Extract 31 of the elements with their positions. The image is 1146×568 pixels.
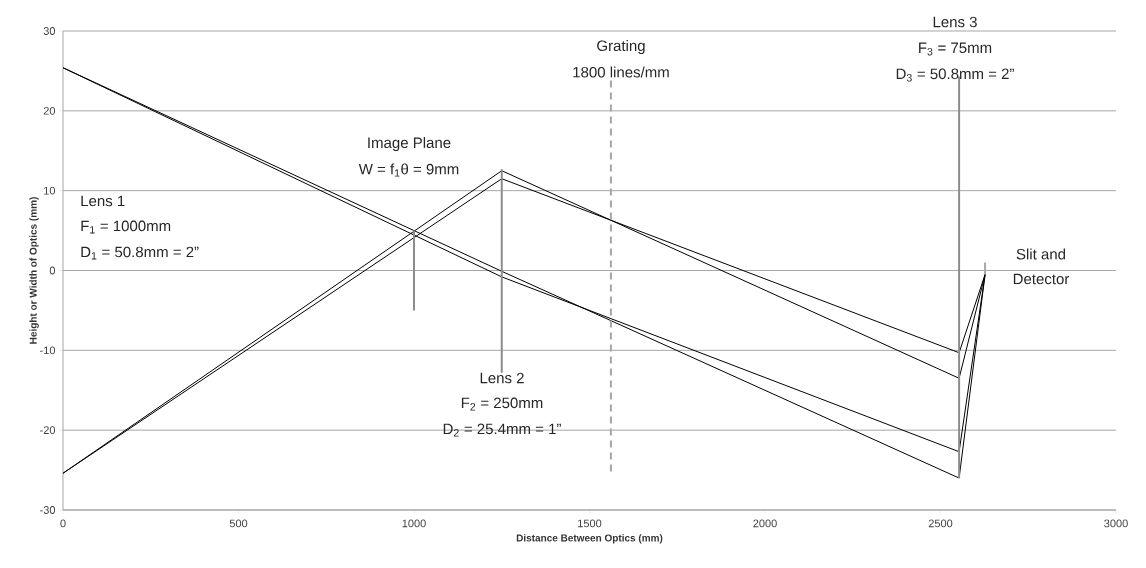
x-tick-label: 1500 — [578, 519, 602, 528]
y-tick-label: -30 — [40, 506, 56, 514]
x-tick-label: 0 — [60, 519, 66, 528]
annotation: Lens 2 — [480, 372, 524, 384]
annotation: Slit and — [1016, 248, 1066, 260]
annotation: Image Plane — [368, 137, 451, 151]
y-tick-label: -20 — [40, 426, 56, 435]
x-tick-label: 2000 — [753, 519, 777, 528]
annotation: D$_{2}$ = 25.4mm = 1” — [443, 423, 561, 437]
y-tick-label: 30 — [43, 27, 56, 35]
annotation: 1800 lines/mm — [573, 66, 669, 78]
y-axis-title: Height or Width of Optics (mm) — [29, 197, 39, 344]
y-tick-label: 0 — [49, 266, 56, 275]
x-axis-title: Distance Between Optics (mm) — [516, 534, 663, 544]
annotation: F$_{1}$ = 1000mm — [81, 220, 171, 234]
annotation: Lens 1 — [81, 195, 125, 207]
annotation: F$_{3}$ = 75mm — [919, 42, 992, 56]
annotation: Grating — [597, 40, 645, 54]
x-tick-label: 1000 — [402, 519, 426, 528]
y-tick-label: -10 — [40, 346, 56, 355]
x-tick-label: 3000 — [1104, 519, 1128, 528]
y-tick-label: 20 — [43, 106, 56, 115]
x-tick-label: 2500 — [928, 519, 953, 528]
annotation: W = f$_{1}$θ = 9mm — [358, 163, 459, 177]
text: Lens 3 — [933, 16, 977, 28]
x-tick-label: 500 — [229, 519, 248, 528]
annotation: Detector — [1013, 273, 1070, 285]
y-tick-label: 10 — [44, 186, 56, 195]
annotation: F$_{2}$ = 250mm — [461, 397, 543, 411]
annotation: D$_{3}$ = 50.8mm = 2” — [896, 68, 1014, 82]
annotation: D$_{1}$ = 50.8mm = 2” — [81, 246, 199, 260]
